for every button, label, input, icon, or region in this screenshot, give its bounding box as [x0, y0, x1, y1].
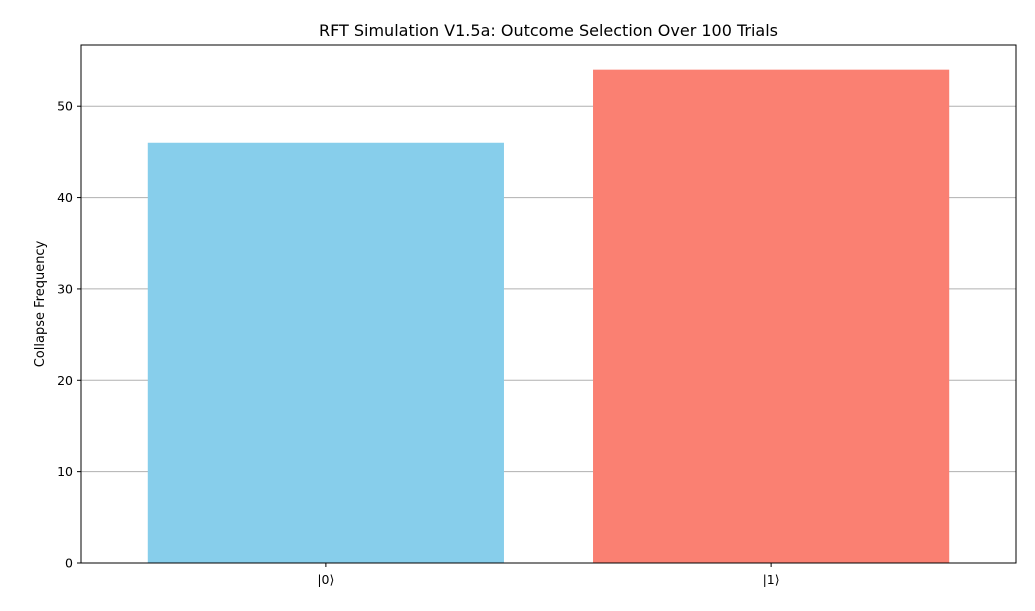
chart-title: RFT Simulation V1.5a: Outcome Selection … — [319, 21, 778, 40]
x-tick-label-0: |0⟩ — [317, 572, 334, 587]
y-axis-label: Collapse Frequency — [33, 240, 48, 367]
ticks: 0 10 20 30 40 50 |0⟩ |1⟩ — [57, 99, 780, 587]
y-tick-label-5: 50 — [57, 99, 73, 114]
bars — [147, 69, 950, 564]
y-tick-label-0: 0 — [65, 556, 73, 571]
bar-0 — [147, 142, 504, 563]
x-tick-label-1: |1⟩ — [763, 572, 780, 587]
bar-1 — [593, 69, 950, 564]
axes-frame — [80, 44, 1017, 564]
y-tick-label-2: 20 — [57, 373, 73, 388]
y-tick-label-4: 40 — [57, 190, 73, 205]
y-tick-label-3: 30 — [57, 281, 73, 296]
y-tick-label-1: 10 — [57, 464, 73, 479]
